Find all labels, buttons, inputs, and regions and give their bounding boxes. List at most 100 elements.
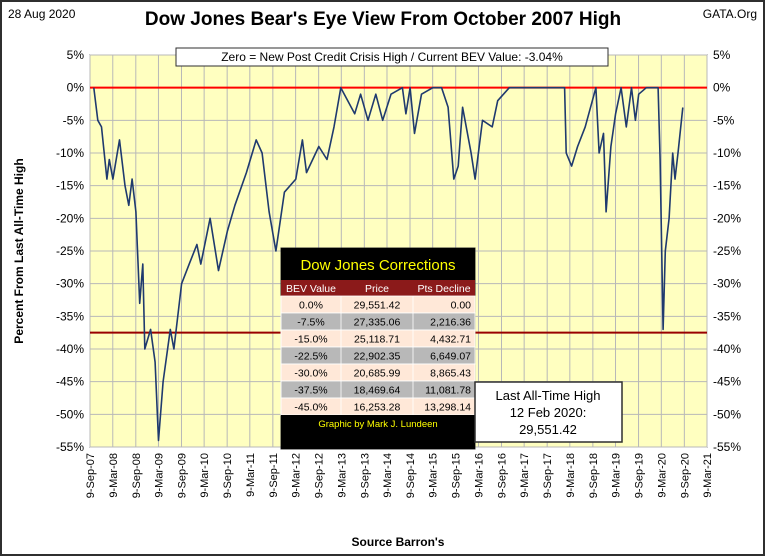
table-cell: 0.0% (299, 300, 323, 312)
x-tick-label: 9-Mar-19 (611, 453, 623, 498)
table-cell: 8,865.43 (430, 368, 471, 380)
x-tick-label: 9-Mar-14 (382, 453, 394, 498)
brand-label: GATA.Org (703, 7, 757, 21)
y-tick-label-left: 5% (67, 48, 85, 62)
y-tick-label-left: -55% (56, 440, 84, 454)
y-tick-label-left: 0% (67, 81, 85, 95)
x-tick-label: 9-Mar-15 (428, 453, 440, 498)
y-tick-label-right: -10% (713, 146, 741, 160)
y-tick-label-left: -50% (56, 407, 84, 421)
table-cell: 18,469.64 (354, 385, 401, 397)
y-tick-label-left: -20% (56, 211, 84, 225)
x-tick-label: 9-Sep-15 (451, 453, 463, 498)
annotation-line-1: Last All-Time High (496, 388, 601, 403)
x-tick-label: 9-Mar-13 (336, 453, 348, 498)
annotation-line-2: 12 Feb 2020: (510, 405, 587, 420)
table-title: Dow Jones Corrections (300, 257, 455, 274)
annotation-line-3: 29,551.42 (519, 422, 577, 437)
corrections-table: Dow Jones Corrections BEV Value Price Pts D… (280, 247, 476, 450)
y-tick-label-left: -25% (56, 244, 84, 258)
subtitle-box (175, 47, 609, 67)
x-tick-label: 9-Sep-08 (131, 453, 143, 498)
x-tick-label: 9-Mar-16 (473, 453, 485, 498)
x-tick-label: 9-Mar-20 (656, 453, 668, 498)
table-column-header: Pts Decline (417, 283, 470, 295)
y-tick-label-right: -35% (713, 309, 741, 323)
x-tick-label: 9-Sep-07 (85, 453, 97, 498)
date-label: 28 Aug 2020 (8, 7, 76, 21)
y-tick-labels-right: 5% 0% -5% -10% -15% -20% -25% -30% -35% -40% -45% -… (713, 48, 741, 454)
y-tick-label-left: -10% (56, 146, 84, 160)
y-tick-label-right: -25% (713, 244, 741, 258)
y-tick-label-right: -15% (713, 179, 741, 193)
table-cell: 4,432.71 (430, 334, 471, 346)
table-cell: 25,118.71 (354, 334, 400, 346)
y-tick-label-right: 0% (713, 81, 731, 95)
chart-subtitle: Zero = New Post Credit Crisis High / Cur… (221, 50, 563, 64)
table-cell: 11,081.78 (425, 385, 471, 397)
table-cell: 0.00 (451, 300, 472, 312)
y-tick-labels-left: 5% 0% -5% -10% -15% -20% -25% -30% -35% -40% -45% -… (56, 48, 84, 454)
x-tick-label: 9-Mar-08 (108, 453, 120, 498)
table-title-bg (281, 248, 475, 280)
y-tick-label-left: -35% (56, 309, 84, 323)
table-cell: -37.5% (294, 385, 327, 397)
x-tick-label: 9-Sep-10 (222, 453, 234, 498)
table-cell: 13,298.14 (424, 402, 471, 414)
chart-title: Dow Jones Bear's Eye View From October 2… (145, 9, 621, 30)
x-tick-label: 9-Sep-18 (588, 453, 600, 498)
table-column-header: BEV Value (286, 283, 336, 295)
table-cell: -45.0% (294, 402, 327, 414)
table-cell: 2,216.36 (430, 317, 471, 329)
x-tick-label: 9-Sep-16 (497, 453, 509, 498)
table-cell: 27,335.06 (354, 317, 401, 329)
y-tick-label-left: -15% (56, 179, 84, 193)
y-tick-label-left: -5% (63, 113, 85, 127)
bev-series-line (93, 86, 684, 442)
y-tick-label-right: 5% (713, 48, 731, 62)
x-tick-label: 9-Mar-12 (291, 453, 303, 498)
y-tick-label-left: -45% (56, 375, 84, 389)
x-tick-label: 9-Mar-09 (153, 453, 165, 498)
table-colhead-bg (281, 280, 475, 296)
table-cell: 29,551.42 (354, 300, 401, 312)
x-tick-label: 9-Sep-20 (679, 453, 691, 498)
table-cell: -15.0% (294, 334, 327, 346)
y-tick-label-right: -20% (713, 211, 741, 225)
y-tick-label-right: -45% (713, 375, 741, 389)
x-axis-label: Source Barron's (352, 535, 445, 549)
x-tick-label: 9-Sep-19 (634, 453, 646, 498)
table-cell: 22,902.35 (354, 351, 401, 363)
series-layer (93, 86, 684, 442)
y-tick-label-right: -50% (713, 407, 741, 421)
x-tick-label: 9-Sep-09 (176, 453, 188, 498)
x-tick-label: 9-Mar-10 (199, 453, 211, 498)
table-column-header: Price (365, 283, 389, 295)
table-credit-bg (281, 415, 475, 449)
x-tick-label: 9-Mar-18 (565, 453, 577, 498)
y-axis-label: Percent From Last All-Time High (12, 158, 26, 343)
y-tick-label-left: -30% (56, 277, 84, 291)
x-tick-label: 9-Sep-14 (405, 453, 417, 498)
y-tick-label-left: -40% (56, 342, 84, 356)
x-tick-labels: 9-Sep-07 9-Mar-08 9-Sep-08 9-Mar-09 9-Sep-09… (85, 453, 714, 498)
table-cell: -7.5% (297, 317, 324, 329)
table-cell: -30.0% (294, 368, 327, 380)
x-tick-label: 9-Sep-17 (542, 453, 554, 498)
y-tick-label-right: -30% (713, 277, 741, 291)
annotation-box (474, 381, 623, 443)
table-credit: Graphic by Mark J. Lundeen (318, 419, 437, 430)
table-cell: 16,253.28 (354, 402, 401, 414)
x-tick-label: 9-Sep-12 (314, 453, 326, 498)
table-cell: -22.5% (294, 351, 327, 363)
x-tick-label: 9-Mar-17 (519, 453, 531, 498)
y-tick-label-right: -40% (713, 342, 741, 356)
x-tick-label: 9-Sep-11 (268, 453, 280, 497)
x-tick-label: 9-Mar-11 (245, 453, 257, 497)
table-cell: 6,649.07 (430, 351, 471, 363)
x-tick-label: 9-Sep-13 (359, 453, 371, 498)
y-tick-label-right: -5% (713, 113, 735, 127)
y-tick-label-right: -55% (713, 440, 741, 454)
table-cell: 20,685.99 (354, 368, 401, 380)
